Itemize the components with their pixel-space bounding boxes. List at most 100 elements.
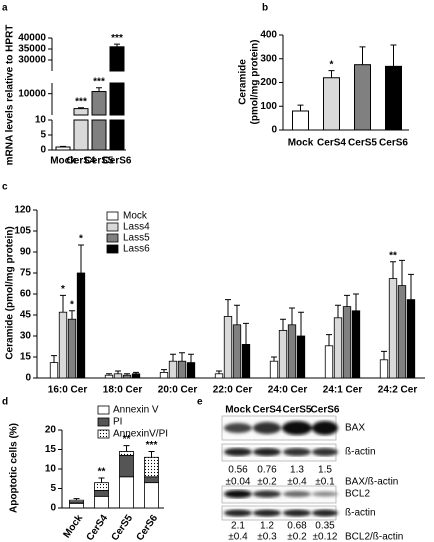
error-bar [408,273,414,300]
y-tick-label: 20 [45,425,57,436]
y-tick-label: 105 [14,226,31,237]
band-label: ß-actin [345,447,376,458]
y-tick-label: 300 [260,53,277,64]
bar [342,306,352,379]
x-tick-label: Mock [61,513,85,541]
error-bar [148,450,155,458]
bar [324,345,334,379]
significance: ** [123,434,131,445]
x-tick-label: CerS4 [85,513,111,542]
bar [232,324,242,379]
ratio-mean: 0.56 [228,465,248,476]
actin-bands [224,509,338,517]
y-tick-label: 15 [20,352,32,363]
error-bar [115,370,121,374]
bar [354,64,371,131]
bar-segment [144,482,159,509]
bar-segment [69,502,84,509]
bar [168,360,178,379]
error-bar [381,350,387,360]
bar [109,82,125,116]
panel-letter: a [2,3,8,14]
band-label: BAX [345,423,365,434]
bar [67,318,77,379]
ratio-sd: ±0.04 [226,477,251,488]
bar [351,310,361,379]
bar-segment [144,476,159,484]
lane-label: Mock [225,405,251,416]
ratio-sd: ±0.4 [228,532,248,542]
y-tick-label: 15 [45,444,57,455]
legend-label: Lass4 [123,222,150,233]
y-tick-label: 400 [260,30,277,41]
bar [58,311,68,379]
y-tick-label: 60 [20,289,32,300]
blot-images [221,415,338,521]
x-tick-label: 24:0 Cer [268,385,308,396]
error-bar [133,371,139,374]
bar [385,65,402,131]
panel-letter: d [2,397,8,408]
y-tick-label: 30 [20,331,32,342]
x-tick-label: CerS6 [379,138,408,149]
bar [122,374,132,379]
error-bar [271,356,277,362]
bar [49,362,59,379]
x-tick-label: 24:1 Cer [323,385,363,396]
y-tick-label: 0 [271,125,277,136]
error-bar [60,145,66,147]
bar-segment [94,482,109,491]
ratio-sd: ±0.12 [313,532,338,542]
band-label: BCL2 [345,489,370,500]
error-bar [353,293,359,311]
error-bar [399,259,405,286]
error-bar [170,353,176,362]
error-bar [161,369,167,373]
bar [406,299,416,379]
bar [91,119,107,151]
error-bar [298,311,304,336]
bar [91,91,107,116]
error-bar [96,87,102,92]
x-tick-label: 18:0 Cer [103,385,143,396]
ratio-mean: 2.1 [231,521,245,532]
lane-label: CerS4 [253,405,282,416]
y-tick-label: 40000 [18,33,46,44]
bar [113,373,123,379]
bar [76,272,86,379]
legend-swatch [106,222,119,232]
error-bar [280,318,286,331]
y-tick-label: 0 [40,145,46,156]
x-tick-label: Mock [288,138,314,149]
y-tick-label: 0 [25,373,31,384]
bar-segment [119,454,134,478]
error-bar [328,70,335,78]
error-bar [297,104,304,111]
y-tick-label: 100 [260,101,277,112]
actin-bands [224,448,338,456]
x-tick-label: CerS5 [110,513,136,542]
error-bar [60,294,66,313]
x-tick-label: 20:0 Cer [158,385,198,396]
bar-segment [119,451,134,456]
bar [186,362,196,379]
ratio-sd: ±0.1 [315,477,335,488]
significance: *** [111,33,123,44]
error-bar [243,322,249,345]
legend-label: PI [113,417,122,428]
y-tick-label: 0 [50,503,56,514]
legend-swatch [97,405,110,415]
y-axis-label: Ceramide [238,59,249,105]
panel-letter: e [197,397,203,408]
y-tick-label: 10 [35,115,47,126]
y-axis-label: (pmol/mg protein) [250,40,261,125]
panel-letter: b [262,3,268,14]
x-tick-label: CerS4 [317,138,346,149]
bax-bands [224,421,338,435]
significance: * [330,59,334,70]
ratio-sd: ±0.2 [287,532,307,542]
ratio-mean: 1.5 [318,465,332,476]
y-tick-label: 90 [20,247,32,258]
significance: ** [98,467,106,478]
legend-label: Annexin V [113,405,159,416]
